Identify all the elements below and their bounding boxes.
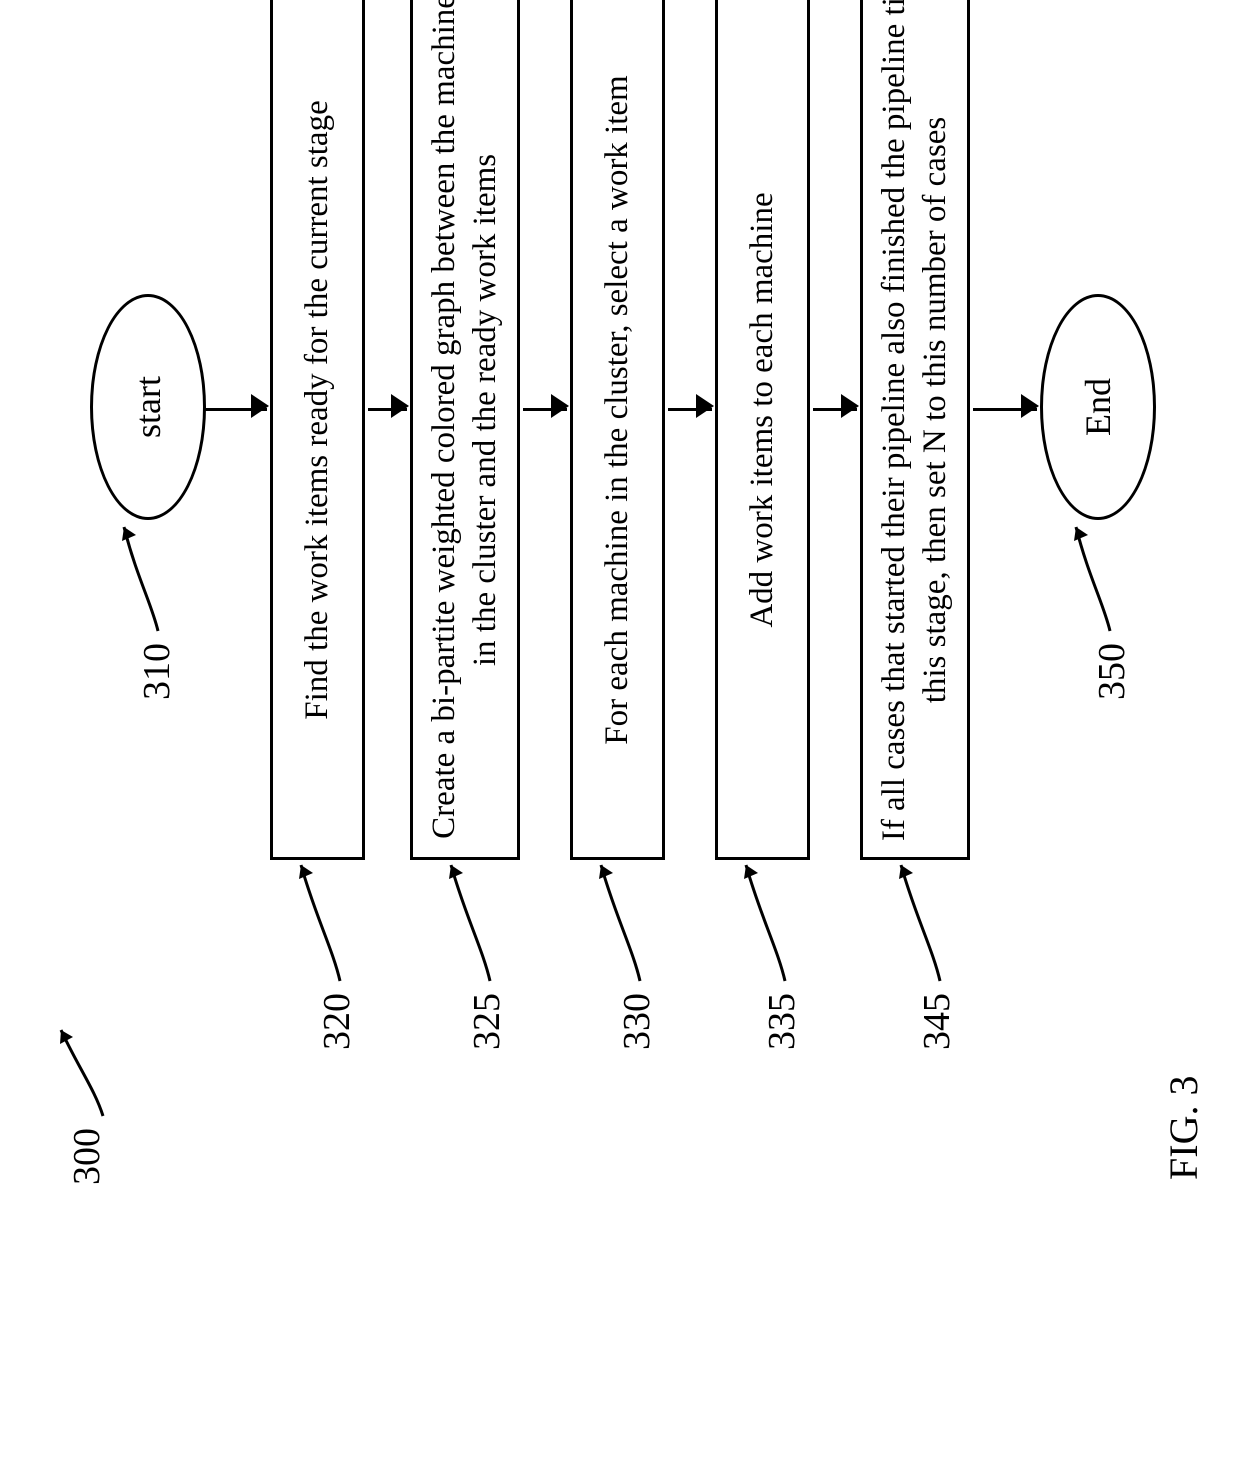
edge-start-320 xyxy=(203,408,267,411)
node-320-label: Find the work items ready for the curren… xyxy=(297,100,338,719)
figure-caption: FIG. 3 xyxy=(1160,1076,1207,1180)
ref-300: 300 xyxy=(65,1128,109,1185)
ref-345: 345 xyxy=(915,993,959,1050)
ref-310-leader xyxy=(118,515,178,635)
ref-335-leader xyxy=(740,865,800,985)
edge-325-330 xyxy=(523,408,567,411)
node-335: Add work items to each machine xyxy=(715,0,810,860)
node-330: For each machine in the cluster, select … xyxy=(570,0,665,860)
edge-335-345 xyxy=(813,408,857,411)
node-335-label: Add work items to each machine xyxy=(742,192,783,627)
node-325-label: Create a bi-partite weighted colored gra… xyxy=(424,0,507,843)
node-345: If all cases that started their pipeline… xyxy=(860,0,970,860)
ref-320-leader xyxy=(295,865,355,985)
node-345-label: If all cases that started their pipeline… xyxy=(874,0,957,843)
node-320: Find the work items ready for the curren… xyxy=(270,0,365,860)
ref-300-leader xyxy=(55,1000,115,1120)
node-end-label: End xyxy=(1077,378,1119,436)
ref-325-leader xyxy=(445,865,505,985)
ref-320: 320 xyxy=(315,993,359,1050)
node-325: Create a bi-partite weighted colored gra… xyxy=(410,0,520,860)
ref-325: 325 xyxy=(465,993,509,1050)
edge-320-325 xyxy=(368,408,407,411)
edge-330-335 xyxy=(668,408,712,411)
ref-335: 335 xyxy=(760,993,804,1050)
ref-330-leader xyxy=(595,865,655,985)
node-start-label: start xyxy=(127,376,169,438)
node-end: End xyxy=(1040,294,1156,520)
node-330-label: For each machine in the cluster, select … xyxy=(597,75,638,744)
ref-350: 350 xyxy=(1090,643,1134,700)
ref-330: 330 xyxy=(615,993,659,1050)
ref-310: 310 xyxy=(135,643,179,700)
node-start: start xyxy=(90,294,206,520)
ref-350-leader xyxy=(1070,515,1130,635)
ref-345-leader xyxy=(895,865,955,985)
edge-345-end xyxy=(973,408,1037,411)
